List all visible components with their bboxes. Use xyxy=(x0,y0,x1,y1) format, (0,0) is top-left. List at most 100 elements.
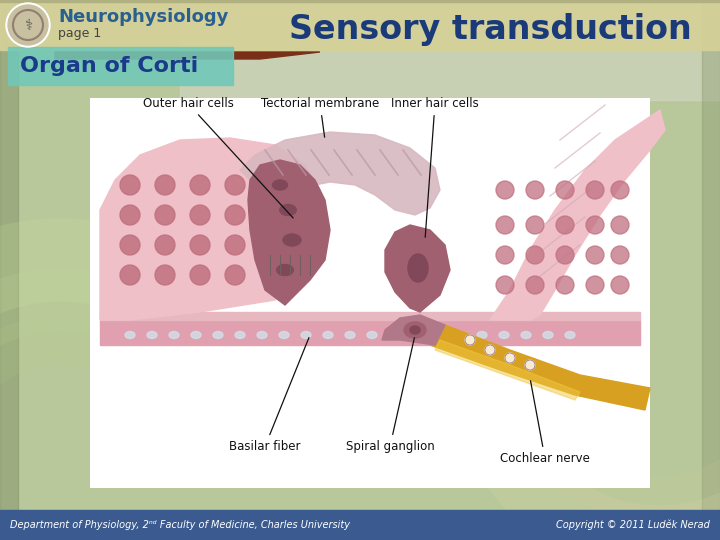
Bar xyxy=(90,98,650,488)
Circle shape xyxy=(586,181,604,199)
Ellipse shape xyxy=(283,234,301,246)
Circle shape xyxy=(155,235,175,255)
Text: Basilar fiber: Basilar fiber xyxy=(229,338,309,453)
Circle shape xyxy=(260,205,280,225)
Polygon shape xyxy=(490,110,665,320)
Ellipse shape xyxy=(410,326,420,334)
Ellipse shape xyxy=(257,332,267,339)
Ellipse shape xyxy=(323,332,333,339)
Circle shape xyxy=(586,276,604,294)
Circle shape xyxy=(526,276,544,294)
Circle shape xyxy=(496,276,514,294)
Ellipse shape xyxy=(565,332,575,339)
Circle shape xyxy=(260,235,280,255)
Circle shape xyxy=(120,175,140,195)
Text: Inner hair cells: Inner hair cells xyxy=(391,97,479,237)
Circle shape xyxy=(556,276,574,294)
Circle shape xyxy=(155,205,175,225)
Text: Neurophysiology: Neurophysiology xyxy=(58,8,228,26)
Ellipse shape xyxy=(411,332,421,339)
Polygon shape xyxy=(240,132,440,215)
Bar xyxy=(0,0,18,540)
Polygon shape xyxy=(248,160,330,305)
Circle shape xyxy=(525,360,535,370)
Circle shape xyxy=(505,353,515,363)
Polygon shape xyxy=(435,340,580,400)
Circle shape xyxy=(556,246,574,264)
Polygon shape xyxy=(430,325,650,410)
Polygon shape xyxy=(100,320,640,345)
Circle shape xyxy=(8,5,48,45)
Ellipse shape xyxy=(367,332,377,339)
Ellipse shape xyxy=(272,180,287,190)
Ellipse shape xyxy=(499,332,509,339)
Bar xyxy=(702,0,720,540)
Circle shape xyxy=(556,216,574,234)
Ellipse shape xyxy=(169,332,179,339)
Polygon shape xyxy=(385,225,450,312)
Bar xyxy=(0,510,720,540)
Ellipse shape xyxy=(213,332,223,339)
Ellipse shape xyxy=(521,332,531,339)
Bar xyxy=(0,0,720,2)
Ellipse shape xyxy=(543,332,553,339)
Bar xyxy=(180,0,720,100)
Circle shape xyxy=(260,175,280,195)
Ellipse shape xyxy=(125,332,135,339)
Circle shape xyxy=(225,205,245,225)
Circle shape xyxy=(526,181,544,199)
Bar xyxy=(8,47,233,85)
Bar xyxy=(0,0,720,50)
Circle shape xyxy=(225,235,245,255)
Ellipse shape xyxy=(147,332,157,339)
Circle shape xyxy=(190,205,210,225)
Polygon shape xyxy=(100,138,325,320)
Text: Department of Physiology, 2ⁿᵈ Faculty of Medicine, Charles University: Department of Physiology, 2ⁿᵈ Faculty of… xyxy=(10,520,350,530)
Ellipse shape xyxy=(408,254,428,282)
Circle shape xyxy=(556,181,574,199)
Text: Copyright © 2011 Luděk Nerad: Copyright © 2011 Luděk Nerad xyxy=(556,519,710,530)
Circle shape xyxy=(6,3,50,47)
Circle shape xyxy=(485,345,495,355)
Polygon shape xyxy=(382,315,445,345)
Ellipse shape xyxy=(345,332,355,339)
Circle shape xyxy=(526,216,544,234)
Circle shape xyxy=(586,216,604,234)
Circle shape xyxy=(611,276,629,294)
Circle shape xyxy=(190,175,210,195)
Ellipse shape xyxy=(404,322,426,338)
Circle shape xyxy=(120,235,140,255)
Ellipse shape xyxy=(455,332,465,339)
Circle shape xyxy=(155,175,175,195)
Polygon shape xyxy=(55,52,320,59)
Circle shape xyxy=(586,246,604,264)
Ellipse shape xyxy=(477,332,487,339)
Ellipse shape xyxy=(301,332,311,339)
Circle shape xyxy=(225,175,245,195)
Text: Spiral ganglion: Spiral ganglion xyxy=(346,338,434,453)
Polygon shape xyxy=(100,312,640,320)
Circle shape xyxy=(496,181,514,199)
Circle shape xyxy=(465,335,475,345)
Circle shape xyxy=(496,216,514,234)
Text: Outer hair cells: Outer hair cells xyxy=(143,97,293,218)
Ellipse shape xyxy=(235,332,245,339)
Circle shape xyxy=(526,246,544,264)
Circle shape xyxy=(611,181,629,199)
Text: page 1: page 1 xyxy=(58,26,102,39)
Text: Organ of Corti: Organ of Corti xyxy=(20,56,198,76)
Ellipse shape xyxy=(191,332,201,339)
Text: ⚕: ⚕ xyxy=(24,17,32,32)
Circle shape xyxy=(496,246,514,264)
Circle shape xyxy=(120,265,140,285)
Circle shape xyxy=(190,235,210,255)
Circle shape xyxy=(611,216,629,234)
Text: Cochlear nerve: Cochlear nerve xyxy=(500,381,590,465)
Circle shape xyxy=(120,205,140,225)
Text: Sensory transduction: Sensory transduction xyxy=(289,14,691,46)
Ellipse shape xyxy=(276,265,293,275)
Ellipse shape xyxy=(280,205,296,215)
Text: Tectorial membrane: Tectorial membrane xyxy=(261,97,379,137)
Circle shape xyxy=(611,246,629,264)
Circle shape xyxy=(190,265,210,285)
